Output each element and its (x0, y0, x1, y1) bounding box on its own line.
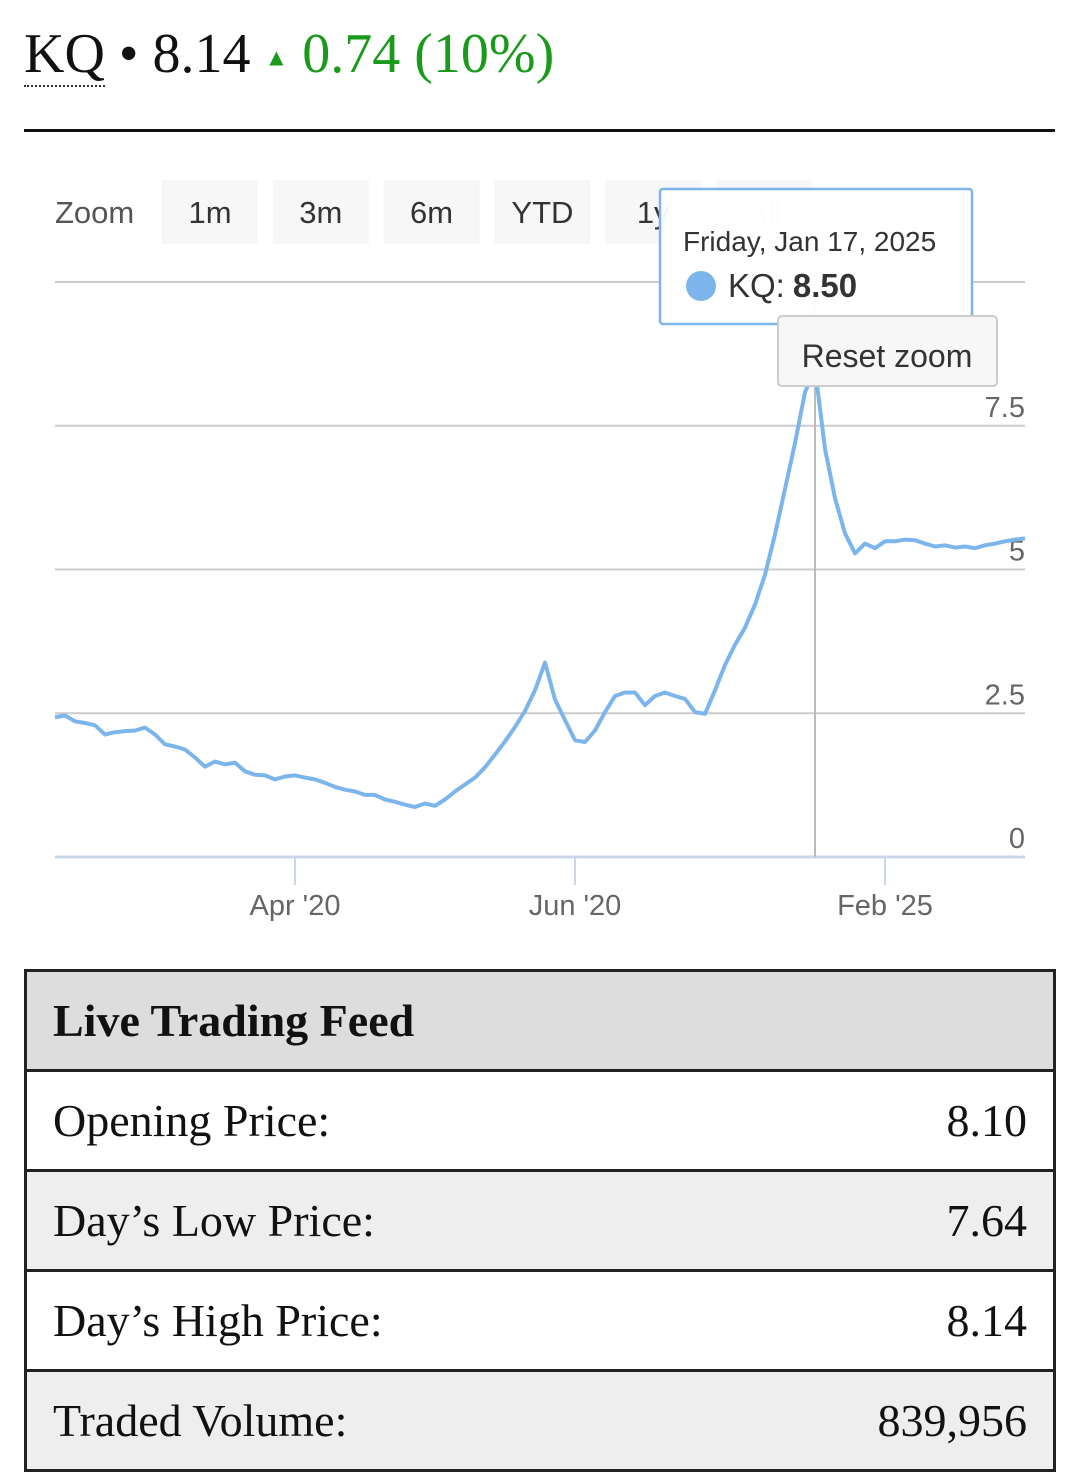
row-label: Day’s High Price: (53, 1295, 383, 1346)
row-value: 8.10 (946, 1095, 1028, 1146)
y-tick-label: 7.5 (985, 392, 1025, 424)
tooltip-number: 8.50 (793, 267, 857, 304)
tooltip-label: KQ: (728, 267, 785, 304)
up-arrow: ▲ (264, 45, 289, 72)
tooltip-date: Friday, Jan 17, 2025 (683, 226, 936, 257)
zoom-button-label: 6m (410, 195, 453, 230)
row-label: Day’s Low Price: (53, 1195, 375, 1246)
table-row: Opening Price: 8.10 (27, 1072, 1053, 1172)
zoom-button[interactable]: 1m (162, 180, 258, 244)
reset-zoom-bg (777, 315, 998, 387)
tooltip-marker (686, 271, 716, 301)
x-tick-label: Jun '20 (529, 890, 622, 922)
zoom-button-label: 1m (188, 195, 231, 230)
zoom-button[interactable]: 6m (383, 180, 480, 244)
table-title: Live Trading Feed (27, 972, 1053, 1072)
row-label: Opening Price: (53, 1095, 331, 1146)
separator: • (118, 23, 139, 85)
y-tick-label: 2.5 (985, 679, 1025, 711)
quote-header: KQ • 8.14 ▲ 0.74 (10%) (24, 22, 555, 87)
tooltip-value: KQ: 8.50 (728, 267, 857, 304)
row-value: 7.64 (946, 1195, 1028, 1246)
zoom-button-label: YTD (511, 195, 573, 230)
price-line (54, 366, 1026, 809)
row-label: Traded Volume: (53, 1395, 348, 1446)
table-row: Day’s High Price: 8.14 (27, 1272, 1053, 1372)
divider (24, 129, 1055, 132)
zoom-button-bg (272, 180, 369, 244)
y-tick-label: 5 (1009, 536, 1025, 568)
zoom-button-bg (383, 180, 480, 244)
ticker[interactable]: KQ (24, 23, 105, 87)
reset-zoom-button[interactable]: Reset zoom (777, 315, 998, 387)
zoom-button-label: 3m (299, 195, 342, 230)
zoom-button[interactable]: YTD (494, 180, 591, 244)
title-text: Live Trading Feed (53, 995, 415, 1046)
price: 8.14 (152, 23, 251, 85)
price-change: 0.74 (10%) (302, 23, 555, 85)
x-tick-label: Feb '25 (837, 890, 933, 922)
x-tick-label: Apr '20 (250, 890, 341, 922)
table-row: Traded Volume: 839,956 (27, 1372, 1053, 1472)
reset-zoom-label: Reset zoom (802, 338, 973, 374)
zoom-button[interactable]: 3m (272, 180, 369, 244)
table-row: Day’s Low Price: 7.64 (27, 1172, 1053, 1272)
zoom-button-bg (162, 180, 258, 244)
row-value: 8.14 (946, 1295, 1028, 1346)
row-value: 839,956 (877, 1395, 1028, 1446)
zoom-button-bg (494, 180, 591, 244)
trading-table: Live Trading Feed Opening Price: 8.10 Day’… (24, 969, 1056, 1472)
zoom-label: Zoom (55, 195, 134, 230)
y-tick-label: 0 (1009, 823, 1025, 855)
